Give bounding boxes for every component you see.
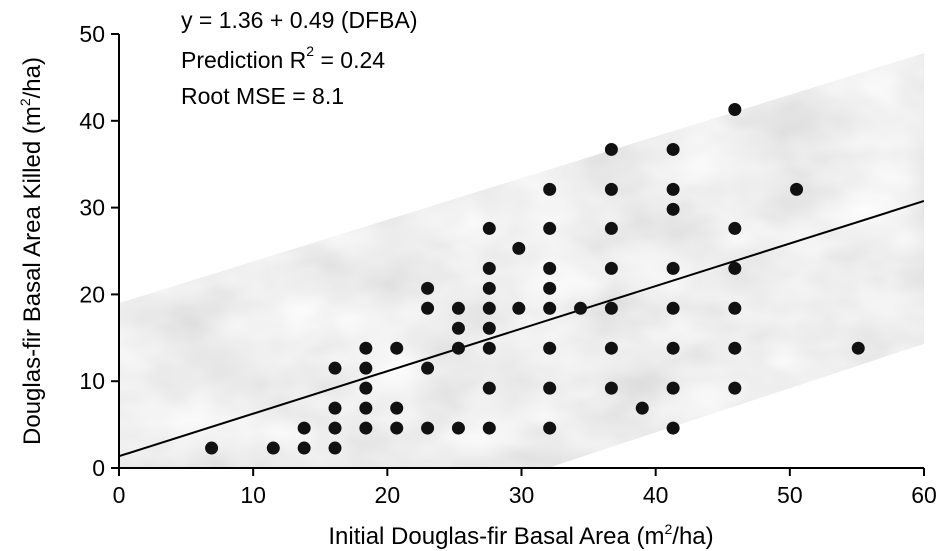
- data-point: [728, 221, 742, 235]
- data-point: [451, 341, 465, 355]
- equation-annotation: y = 1.36 + 0.49 (DFBA): [181, 7, 418, 33]
- y-axis-title: Douglas-fir Basal Area Killed (m2/ha): [17, 57, 46, 445]
- data-point: [512, 241, 526, 255]
- data-point: [421, 301, 435, 315]
- data-point: [543, 221, 557, 235]
- data-point: [482, 221, 496, 235]
- data-point: [604, 142, 618, 156]
- regression-line: [119, 200, 924, 458]
- y-tick-label: 40: [79, 108, 105, 134]
- data-point: [666, 341, 680, 355]
- data-point: [604, 221, 618, 235]
- data-point: [359, 381, 373, 395]
- data-point: [482, 381, 496, 395]
- y-tick-label: 0: [92, 455, 105, 481]
- y-tick-label: 10: [79, 368, 105, 394]
- data-point: [390, 421, 404, 435]
- data-point: [297, 441, 311, 455]
- y-tick-label: 50: [79, 21, 105, 47]
- data-point: [482, 341, 496, 355]
- data-point: [543, 281, 557, 295]
- data-point: [543, 182, 557, 196]
- data-point: [543, 421, 557, 435]
- data-point: [728, 381, 742, 395]
- data-point: [543, 301, 557, 315]
- data-point: [851, 341, 865, 355]
- data-point: [328, 361, 342, 375]
- data-point: [482, 301, 496, 315]
- x-tick-label: 50: [777, 482, 803, 508]
- data-points: [205, 103, 865, 455]
- x-ticks: 0 10 20 30 40 50 60: [113, 468, 937, 508]
- data-point: [574, 301, 588, 315]
- data-point: [543, 341, 557, 355]
- data-point: [390, 341, 404, 355]
- data-point: [359, 341, 373, 355]
- x-tick-label: 20: [375, 482, 401, 508]
- data-point: [359, 361, 373, 375]
- data-point: [451, 321, 465, 335]
- data-point: [451, 301, 465, 315]
- data-point: [421, 281, 435, 295]
- rmse-annotation: Root MSE = 8.1: [181, 83, 344, 109]
- data-point: [666, 421, 680, 435]
- data-point: [328, 421, 342, 435]
- data-point: [604, 301, 618, 315]
- data-point: [666, 301, 680, 315]
- data-point: [512, 301, 526, 315]
- data-point: [604, 381, 618, 395]
- data-point: [359, 401, 373, 415]
- data-point: [635, 401, 649, 415]
- data-point: [604, 182, 618, 196]
- y-tick-label: 20: [79, 281, 105, 307]
- x-axis-title: Initial Douglas-fir Basal Area (m2/ha): [328, 521, 713, 550]
- data-point: [328, 441, 342, 455]
- data-point: [666, 202, 680, 216]
- data-point: [482, 321, 496, 335]
- data-point: [666, 182, 680, 196]
- y-ticks: 0 10 20 30 40 50: [79, 21, 119, 481]
- data-point: [666, 261, 680, 275]
- data-point: [482, 421, 496, 435]
- r2-annotation: Prediction R2 = 0.24: [181, 43, 385, 73]
- data-point: [790, 182, 804, 196]
- y-tick-label: 30: [79, 195, 105, 221]
- data-point: [666, 381, 680, 395]
- data-point: [421, 361, 435, 375]
- data-point: [604, 261, 618, 275]
- x-tick-label: 40: [643, 482, 669, 508]
- data-point: [543, 261, 557, 275]
- data-point: [421, 421, 435, 435]
- data-point: [451, 421, 465, 435]
- data-point: [666, 142, 680, 156]
- data-point: [359, 421, 373, 435]
- data-point: [728, 301, 742, 315]
- x-tick-label: 30: [509, 482, 535, 508]
- data-point: [728, 261, 742, 275]
- data-point: [728, 341, 742, 355]
- data-point: [266, 441, 280, 455]
- data-point: [328, 401, 342, 415]
- data-point: [205, 441, 219, 455]
- data-point: [604, 341, 618, 355]
- data-point: [482, 261, 496, 275]
- data-point: [297, 421, 311, 435]
- data-point: [543, 381, 557, 395]
- data-point: [728, 103, 742, 117]
- x-tick-label: 0: [113, 482, 126, 508]
- x-tick-label: 10: [240, 482, 266, 508]
- data-point: [390, 401, 404, 415]
- x-tick-label: 60: [911, 482, 937, 508]
- data-point: [482, 281, 496, 295]
